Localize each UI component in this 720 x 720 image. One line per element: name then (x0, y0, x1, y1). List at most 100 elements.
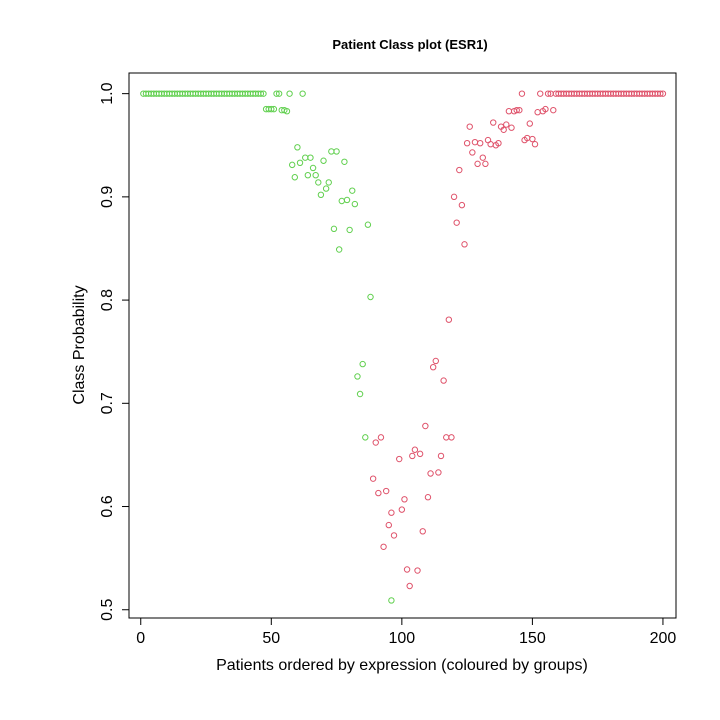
data-point (320, 157, 327, 164)
data-point (450, 193, 458, 201)
data-point (445, 316, 453, 323)
data-point (286, 90, 293, 97)
data-point (349, 187, 356, 194)
data-point (351, 200, 359, 208)
y-axis: 0.5 0.6 0.7 0.8 0.9 1.0 (99, 82, 130, 621)
data-point (304, 171, 312, 179)
data-point (471, 138, 479, 146)
data-point (388, 509, 395, 516)
data-point (466, 123, 473, 130)
data-point (369, 475, 377, 482)
data-point (343, 196, 351, 204)
data-point (409, 452, 416, 460)
data-point (315, 179, 322, 186)
plot-frame (128, 72, 677, 619)
data-point (500, 126, 507, 133)
data-point (325, 179, 332, 186)
data-point (453, 219, 460, 226)
data-point (526, 120, 533, 127)
data-point (372, 439, 379, 446)
data-point (406, 582, 413, 590)
data-point (479, 154, 486, 161)
data-point (330, 225, 338, 233)
data-point (657, 90, 664, 97)
chart-title: Patient Class plot (ESR1) (332, 37, 487, 52)
y-tick-label: 0.8 (99, 289, 116, 311)
data-point (508, 124, 515, 131)
data-point (398, 506, 406, 513)
data-point (424, 494, 432, 501)
x-axis-label: Patients ordered by expression (coloured… (216, 657, 588, 674)
y-tick-label: 1.0 (99, 82, 116, 104)
data-point (296, 159, 304, 167)
data-point (458, 201, 466, 209)
data-point (659, 90, 667, 97)
data-point (513, 106, 520, 114)
data-point (333, 148, 340, 155)
y-tick-label: 0.9 (99, 186, 116, 208)
data-point (388, 597, 395, 604)
data-point (302, 154, 309, 161)
data-point (401, 496, 408, 503)
data-point (482, 160, 489, 168)
data-point (505, 107, 513, 115)
data-point (312, 171, 319, 179)
x-axis: 0 50 100 150 200 (136, 617, 677, 647)
data-point (270, 105, 278, 113)
data-point (531, 141, 539, 148)
data-point (354, 373, 361, 380)
data-point (495, 139, 502, 147)
data-point (396, 455, 403, 463)
data-point (257, 90, 265, 97)
data-point (385, 521, 392, 529)
data-point (275, 90, 283, 97)
data-point (422, 422, 429, 430)
y-tick-label: 0.5 (99, 599, 116, 621)
data-point (463, 139, 471, 147)
data-point (443, 434, 450, 441)
data-point (382, 487, 390, 495)
y-axis-label: Class Probability (71, 285, 88, 404)
data-point (437, 452, 445, 460)
data-point (375, 489, 382, 497)
data-point (309, 164, 317, 172)
data-point (503, 121, 510, 128)
data-point (461, 241, 468, 248)
data-point (403, 566, 411, 573)
data-point (273, 90, 280, 97)
data-point (299, 90, 306, 97)
x-tick-label: 200 (650, 630, 677, 647)
points-layer (140, 90, 667, 604)
data-point (529, 135, 536, 143)
data-point (516, 106, 523, 114)
data-point (307, 154, 314, 161)
data-point (283, 107, 291, 115)
x-tick-label: 50 (262, 630, 280, 647)
data-point (487, 141, 494, 148)
y-tick-label: 0.6 (99, 495, 116, 517)
data-point (356, 390, 364, 398)
data-point (359, 360, 366, 368)
data-point (474, 160, 481, 168)
data-point (490, 119, 497, 126)
data-point (534, 109, 541, 116)
data-point (294, 144, 301, 151)
data-point (317, 191, 325, 199)
data-point (346, 226, 353, 234)
data-point (544, 90, 552, 97)
y-tick-label: 0.7 (99, 392, 116, 414)
data-point (328, 148, 335, 155)
data-point (414, 567, 421, 574)
data-point (429, 363, 437, 371)
data-point (542, 105, 549, 113)
data-point (416, 450, 424, 458)
data-point (367, 293, 374, 301)
data-point (456, 166, 463, 174)
data-point (432, 357, 439, 365)
data-point (341, 158, 348, 165)
data-point (550, 106, 557, 114)
x-tick-label: 0 (136, 630, 145, 647)
data-point (377, 434, 385, 441)
data-point (322, 185, 330, 192)
